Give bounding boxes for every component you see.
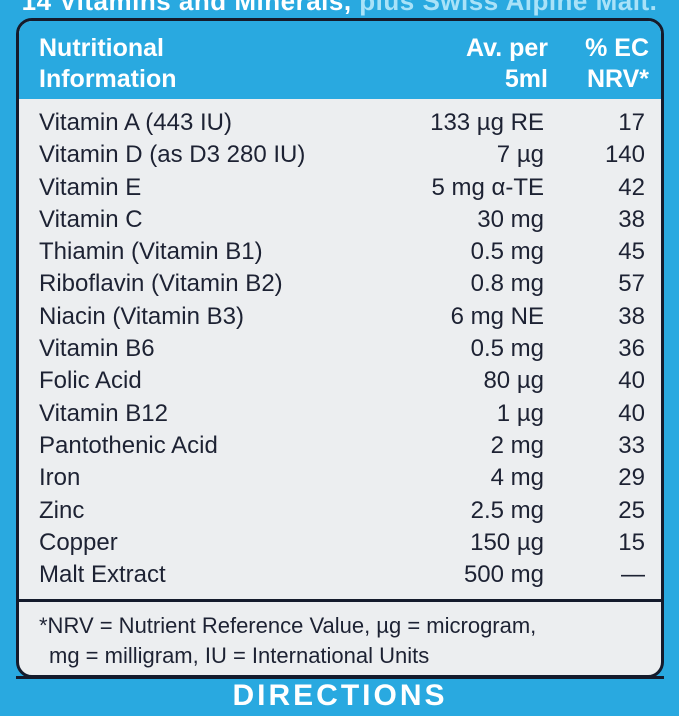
nutrient-name: Thiamin (Vitamin B1) xyxy=(39,238,263,266)
nutrient-name: Iron xyxy=(39,464,81,492)
nutrient-nrv: 40 xyxy=(618,367,645,395)
table-row: Vitamin D (as D3 280 IU) 7 µg 140 xyxy=(19,141,661,173)
table-row: Vitamin B6 0.5 mg 36 xyxy=(19,335,661,367)
header-col2-line2: 5ml xyxy=(504,65,548,93)
table-row: Pantothenic Acid 2 mg 33 xyxy=(19,432,661,464)
nutrient-nrv: 15 xyxy=(618,528,645,556)
nutrient-nrv: — xyxy=(621,561,645,589)
nutrient-nrv: 36 xyxy=(618,335,645,363)
nutrient-amount: 0.8 mg xyxy=(470,270,544,298)
nutrient-name: Vitamin A (443 IU) xyxy=(39,109,232,136)
table-row: Niacin (Vitamin B3) 6 mg NE 38 xyxy=(19,303,661,335)
table-row: Riboflavin (Vitamin B2) 0.8 mg 57 xyxy=(19,270,661,302)
banner-right-text: plus Swiss Alpine Malt. xyxy=(351,0,658,16)
nutrient-nrv: 25 xyxy=(618,496,645,524)
directions-heading: DIRECTIONS xyxy=(16,676,664,716)
table-row: Vitamin E 5 mg α-TE 42 xyxy=(19,174,661,206)
nutrient-name: Malt Extract xyxy=(39,561,166,589)
header-col2-line1: Av. per xyxy=(466,34,548,62)
nutrient-name: Folic Acid xyxy=(39,367,142,395)
nutrient-nrv: 38 xyxy=(618,302,645,330)
nutrient-name: Zinc xyxy=(39,496,85,524)
nutrient-name: Niacin (Vitamin B3) xyxy=(39,302,244,330)
nutrient-nrv: 33 xyxy=(618,431,645,459)
header-average-per-5ml: Av. per 5ml xyxy=(466,33,548,95)
table-row: Thiamin (Vitamin B1) 0.5 mg 45 xyxy=(19,238,661,270)
table-row: Vitamin A (443 IU) 133 µg RE 17 xyxy=(19,109,661,141)
nutrient-name: Riboflavin (Vitamin B2) xyxy=(39,270,283,298)
header-col1-line1: Nutritional xyxy=(39,34,164,62)
nutrient-amount: 150 µg xyxy=(470,528,544,556)
header-col1-line2: Information xyxy=(39,65,177,93)
nutrient-amount: 1 µg xyxy=(496,399,544,427)
nutrition-panel: Nutritional Information Av. per 5ml % EC… xyxy=(16,18,664,678)
footnote-line-2: mg = milligram, IU = International Units xyxy=(49,643,430,668)
nutrient-amount: 7 µg xyxy=(496,141,544,169)
header-ec-nrv: % EC NRV* xyxy=(585,33,649,95)
nutrient-amount: 0.5 mg xyxy=(470,238,544,266)
nutrient-nrv: 45 xyxy=(618,238,645,266)
nutrient-name: Vitamin E xyxy=(39,173,142,201)
nutrient-nrv: 38 xyxy=(618,205,645,233)
nutrient-amount: 80 µg xyxy=(483,367,544,395)
nutrient-amount: 4 mg xyxy=(490,464,544,492)
table-header: Nutritional Information Av. per 5ml % EC… xyxy=(19,21,661,99)
nutrient-amount: 133 µg RE xyxy=(430,109,544,136)
nutrient-amount: 0.5 mg xyxy=(470,335,544,363)
table-row: Vitamin C 30 mg 38 xyxy=(19,206,661,238)
header-nutritional-information: Nutritional Information xyxy=(39,33,177,95)
nutrient-rows: Vitamin A (443 IU) 133 µg RE 17 Vitamin D … xyxy=(19,109,661,593)
footnote-line-1: *NRV = Nutrient Reference Value, µg = mi… xyxy=(39,613,537,638)
banner-left-text: 14 Vitamins and Minerals, xyxy=(21,0,352,16)
nutrient-nrv: 42 xyxy=(618,173,645,201)
nutrient-name: Vitamin B12 xyxy=(39,399,168,427)
nutrient-name: Vitamin D (as D3 280 IU) xyxy=(39,141,306,169)
table-row: Zinc 2.5 mg 25 xyxy=(19,497,661,529)
footnote: *NRV = Nutrient Reference Value, µg = mi… xyxy=(39,611,536,671)
nutrient-name: Copper xyxy=(39,528,118,556)
nutrient-name: Vitamin C xyxy=(39,205,143,233)
nutrient-name: Pantothenic Acid xyxy=(39,431,218,459)
table-row: Malt Extract 500 mg — xyxy=(19,561,661,593)
nutrient-name: Vitamin B6 xyxy=(39,335,155,363)
nutrient-amount: 6 mg NE xyxy=(450,302,544,330)
table-row: Vitamin B12 1 µg 40 xyxy=(19,400,661,432)
nutrient-amount: 500 mg xyxy=(463,561,544,589)
table-row: Folic Acid 80 µg 40 xyxy=(19,367,661,399)
nutrient-amount: 2.5 mg xyxy=(470,496,544,524)
header-col3-line1: % EC xyxy=(585,34,649,62)
nutrient-amount: 30 mg xyxy=(477,205,544,233)
table-row: Copper 150 µg 15 xyxy=(19,529,661,561)
footnote-divider xyxy=(19,599,661,602)
header-col3-line2: NRV* xyxy=(586,65,649,93)
nutrient-nrv: 57 xyxy=(618,270,645,298)
nutrient-nrv: 40 xyxy=(618,399,645,427)
nutrient-nrv: 29 xyxy=(618,464,645,492)
nutrient-nrv: 17 xyxy=(618,109,645,136)
nutrient-amount: 2 mg xyxy=(490,431,544,459)
top-banner: 14 Vitamins and Minerals, plus Swiss Alp… xyxy=(0,0,679,16)
nutrient-amount: 5 mg α-TE xyxy=(431,173,544,201)
table-row: Iron 4 mg 29 xyxy=(19,464,661,496)
nutrient-nrv: 140 xyxy=(604,141,645,169)
